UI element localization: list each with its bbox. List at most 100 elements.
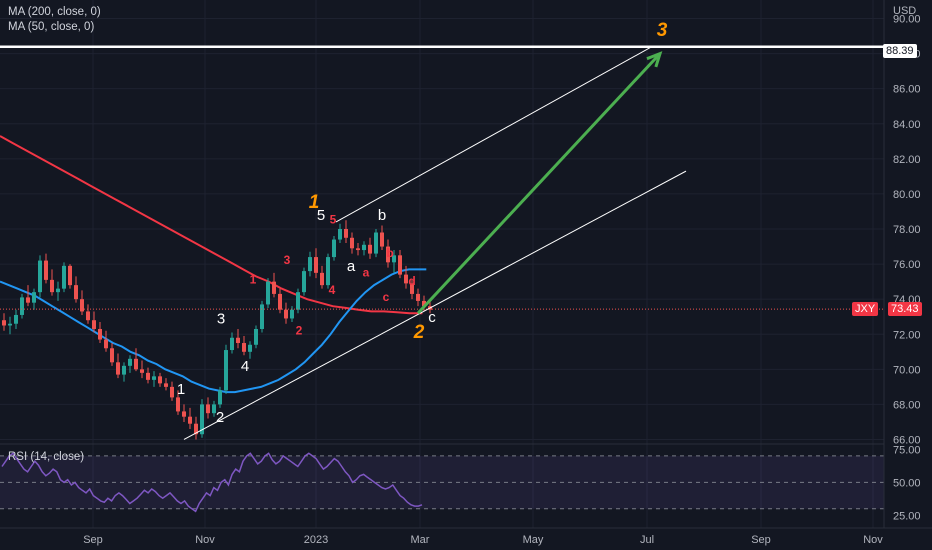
- rsi-line[interactable]: [1, 452, 423, 513]
- candlestick-series[interactable]: [2, 220, 432, 440]
- candle-body[interactable]: [8, 323, 12, 326]
- candle-body[interactable]: [410, 283, 414, 294]
- candle-body[interactable]: [152, 376, 156, 380]
- candle-body[interactable]: [236, 337, 240, 344]
- candle-body[interactable]: [350, 237, 354, 249]
- candle-body[interactable]: [146, 372, 150, 380]
- candle-body[interactable]: [32, 292, 36, 303]
- candle-body[interactable]: [188, 416, 192, 424]
- time-tick-label[interactable]: Sep: [83, 534, 103, 546]
- candle-body[interactable]: [14, 314, 18, 324]
- candle-body[interactable]: [206, 404, 210, 414]
- candle-body[interactable]: [386, 246, 390, 263]
- candle-body[interactable]: [314, 257, 318, 273]
- candle-body[interactable]: [230, 337, 234, 351]
- candle-body[interactable]: [218, 390, 222, 405]
- candle-body[interactable]: [320, 272, 324, 286]
- candle-body[interactable]: [380, 232, 384, 247]
- candle-body[interactable]: [140, 369, 144, 373]
- candle-body[interactable]: [98, 328, 102, 340]
- wave-label-a[interactable]: a: [347, 258, 356, 275]
- time-tick-label[interactable]: Nov: [863, 534, 883, 546]
- wave-label-c[interactable]: c: [428, 309, 436, 326]
- candle-body[interactable]: [332, 239, 336, 258]
- rsi-legend[interactable]: RSI (14, close): [8, 451, 85, 463]
- candle-body[interactable]: [170, 386, 174, 398]
- candle-body[interactable]: [374, 232, 378, 254]
- rsi-pane[interactable]: 75.00 50.00 25.00: [0, 444, 921, 522]
- candle-body[interactable]: [110, 348, 114, 363]
- candle-body[interactable]: [242, 343, 246, 352]
- wave-labels[interactable]: 1 2 3 1 2 3 4 5 a b c 1 2 3 4 5 a b c d: [177, 20, 668, 426]
- wave-label-major_3[interactable]: 3: [657, 20, 668, 41]
- wave-label-rd[interactable]: d: [408, 274, 415, 288]
- candle-body[interactable]: [116, 362, 120, 375]
- candle-body[interactable]: [278, 293, 282, 310]
- candle-body[interactable]: [260, 304, 264, 329]
- candle-body[interactable]: [38, 260, 42, 293]
- wave-label-r4[interactable]: 4: [329, 283, 336, 297]
- candle-body[interactable]: [182, 411, 186, 417]
- candle-body[interactable]: [92, 320, 96, 329]
- candle-body[interactable]: [326, 257, 330, 286]
- ma200-legend[interactable]: MA (200, close, 0): [8, 6, 101, 18]
- candle-body[interactable]: [284, 309, 288, 319]
- candle-body[interactable]: [398, 255, 402, 275]
- wave-label-w1[interactable]: 1: [177, 381, 185, 398]
- target-arrow-shaft[interactable]: [416, 52, 662, 315]
- candle-body[interactable]: [308, 257, 312, 272]
- candle-body[interactable]: [254, 328, 258, 345]
- candle-body[interactable]: [20, 297, 24, 315]
- candle-body[interactable]: [200, 404, 204, 435]
- candle-body[interactable]: [26, 297, 30, 303]
- candle-body[interactable]: [128, 358, 132, 366]
- wave-label-rc[interactable]: c: [383, 290, 390, 304]
- candle-body[interactable]: [392, 255, 396, 263]
- candle-body[interactable]: [158, 376, 162, 384]
- wave-label-major_2[interactable]: 2: [413, 322, 425, 343]
- candle-body[interactable]: [290, 309, 294, 319]
- candle-body[interactable]: [404, 274, 408, 284]
- wave-label-w3[interactable]: 3: [217, 311, 225, 328]
- candle-body[interactable]: [80, 299, 84, 312]
- candle-body[interactable]: [296, 292, 300, 310]
- wave-label-r3[interactable]: 3: [284, 253, 291, 267]
- candle-body[interactable]: [74, 285, 78, 300]
- time-tick-label[interactable]: 2023: [304, 534, 328, 546]
- candle-body[interactable]: [248, 344, 252, 352]
- ma50-legend[interactable]: MA (50, close, 0): [8, 21, 95, 33]
- time-tick-label[interactable]: May: [523, 534, 544, 546]
- drawings[interactable]: [0, 45, 884, 440]
- candle-body[interactable]: [422, 300, 426, 307]
- candle-body[interactable]: [362, 244, 366, 251]
- wave-label-b[interactable]: b: [378, 207, 386, 224]
- candle-body[interactable]: [104, 339, 108, 349]
- candle-body[interactable]: [2, 320, 6, 326]
- candle-body[interactable]: [164, 383, 168, 387]
- time-tick-label[interactable]: Jul: [640, 534, 654, 546]
- wave-label-w2[interactable]: 2: [216, 409, 224, 426]
- candle-body[interactable]: [338, 229, 342, 240]
- candle-body[interactable]: [224, 350, 228, 391]
- candle-body[interactable]: [416, 293, 420, 301]
- candle-body[interactable]: [122, 365, 126, 375]
- wave-label-r5[interactable]: 5: [330, 213, 337, 227]
- candle-body[interactable]: [368, 244, 372, 254]
- wave-label-w4[interactable]: 4: [241, 358, 249, 375]
- candle-body[interactable]: [68, 265, 72, 286]
- wave-label-r2[interactable]: 2: [296, 323, 303, 337]
- candle-body[interactable]: [176, 397, 180, 412]
- candle-body[interactable]: [194, 423, 198, 435]
- candle-body[interactable]: [302, 271, 306, 293]
- candle-body[interactable]: [212, 404, 216, 414]
- time-tick-label[interactable]: Nov: [195, 534, 215, 546]
- candle-body[interactable]: [50, 279, 54, 293]
- candle-body[interactable]: [266, 281, 270, 305]
- candle-body[interactable]: [86, 311, 90, 321]
- wave-label-major_1[interactable]: 1: [309, 192, 320, 213]
- candle-body[interactable]: [356, 248, 360, 251]
- target-arrow-head[interactable]: [646, 51, 663, 68]
- candle-body[interactable]: [134, 358, 138, 370]
